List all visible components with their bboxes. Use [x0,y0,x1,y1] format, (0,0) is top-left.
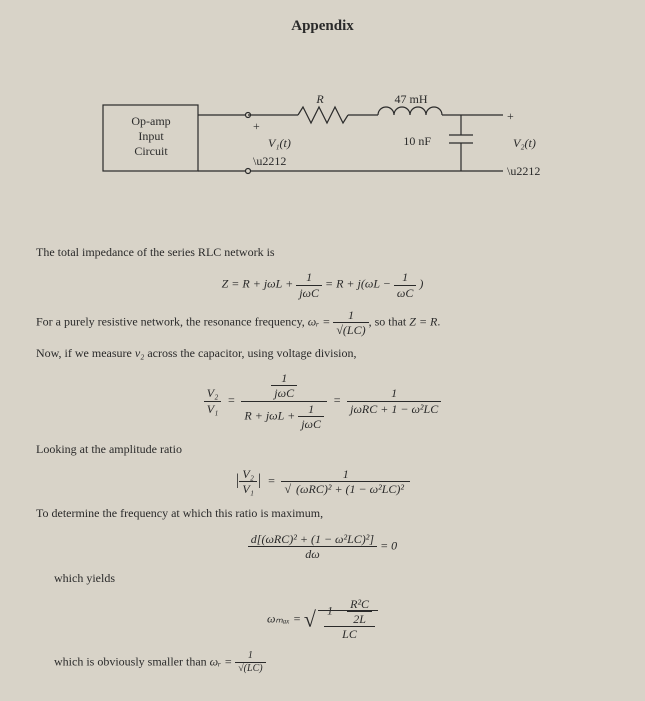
eq-z: Z = R + jωL + 1jωC = R + j(ωL − 1ωC ) [36,270,609,300]
svg-text:+: + [253,119,260,133]
svg-text:+: + [507,109,514,123]
para-yields: which yields [54,569,609,588]
para-resonance: For a purely resistive network, the reso… [36,308,609,338]
block-l1: Op-amp [131,114,170,128]
eq-deriv: d[(ωRC)² + (1 − ω²LC)²]dω = 0 [36,532,609,562]
page-title: Appendix [36,18,609,35]
block-l2: Input [138,129,164,143]
v2-label: V₂(t) [513,136,536,150]
para-smaller: which is obviously smaller than ωᵣ = 1√(… [54,650,609,675]
circuit-diagram: Op-amp Input Circuit R 47 mH 10 nF V₁(t)… [93,65,553,215]
l-label: 47 mH [394,92,427,106]
r-label: R [315,92,324,106]
para-amp: Looking at the amplitude ratio [36,440,609,459]
para-voltdiv: Now, if we measure v₂ across the capacit… [36,344,609,363]
svg-text:\u2212: \u2212 [507,164,540,178]
eq-amp: |V₂V₁| = 1√(ωRC)² + (1 − ω²LC)² [36,467,609,497]
eq-wmax: ωₘₐₓ = √ 1 − R²C2L LC [36,597,609,642]
svg-text:\u2212: \u2212 [253,154,286,168]
para-impedance: The total impedance of the series RLC ne… [36,243,609,262]
para-max: To determine the frequency at which this… [36,504,609,523]
eq-ratio: V₂V₁ = 1jωC R + jωL + 1jωC = 1jωRC + 1 −… [36,371,609,432]
c-label: 10 nF [403,134,431,148]
v1-label: V₁(t) [268,136,291,150]
block-l3: Circuit [134,144,168,158]
